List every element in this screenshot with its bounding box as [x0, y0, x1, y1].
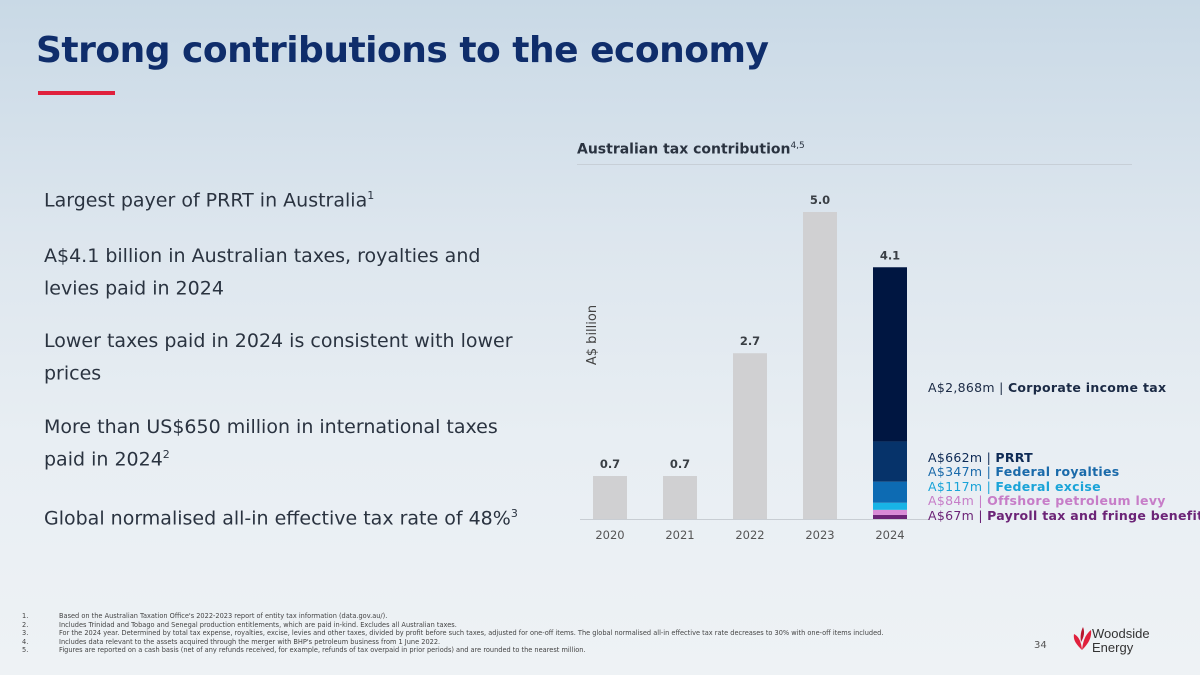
legend-item: A$117m | Federal excise [928, 479, 1101, 494]
legend-amount: A$67m | [928, 508, 988, 523]
y-axis-label: A$ billion [585, 305, 600, 365]
legend-amount: A$117m | [928, 479, 996, 494]
x-tick-label: 2022 [735, 528, 764, 542]
bar [663, 476, 697, 519]
bullet: Lower taxes paid in 2024 is consistent w… [44, 330, 513, 385]
legend-amount: A$662m | [928, 450, 996, 465]
data-label: 0.7 [670, 457, 690, 471]
bar [593, 476, 627, 519]
bar-segment [873, 267, 907, 442]
legend-item: A$67m | Payroll tax and fringe benefits … [928, 508, 1200, 523]
bar-segment [873, 481, 907, 503]
bar-segment [873, 514, 907, 519]
legend-amount: A$84m | [928, 493, 988, 508]
bullet: More than US$650 million in internationa… [44, 416, 498, 471]
legend-name: Corporate income tax [1007, 380, 1167, 395]
page-number: 34 [1034, 640, 1047, 651]
chart-title-rule [577, 164, 1132, 165]
legend-name: Payroll tax and fringe benefits tax [987, 508, 1200, 523]
bullet: Largest payer of PRRT in Australia1 [44, 189, 375, 212]
footnote: 5. Figures are reported on a cash basis (… [22, 646, 586, 655]
bar [803, 212, 837, 519]
legend-item: A$347m | Federal royalties [928, 464, 1119, 479]
legend-item: A$662m | PRRT [928, 450, 1033, 465]
x-tick-label: 2021 [665, 528, 694, 542]
bar-segment [873, 509, 907, 515]
logo-text: Woodside Energy [1092, 626, 1150, 655]
data-label: 4.1 [880, 248, 900, 262]
data-label: 5.0 [810, 193, 830, 207]
footnote: 1. Based on the Australian Taxation Offic… [22, 612, 388, 620]
bar [733, 353, 767, 519]
legend-amount: A$2,868m | [928, 380, 1008, 395]
legend-name: Federal royalties [995, 464, 1120, 479]
woodside-logo-icon [1073, 627, 1092, 650]
bar-segment [873, 502, 907, 510]
footnotes: 1. Based on the Australian Taxation Offic… [22, 612, 883, 655]
footnote: 2. Includes Trinidad and Tobago and Seneg… [22, 620, 457, 629]
legend-name: Offshore petroleum levy [987, 493, 1166, 508]
data-label: 2.7 [740, 334, 760, 348]
legend-item: A$2,868m | Corporate income tax [928, 380, 1166, 395]
bullet: Global normalised all-in effective tax r… [44, 507, 518, 530]
legend-name: PRRT [995, 450, 1033, 465]
title-underline [38, 91, 115, 95]
legend-name: Federal excise [995, 479, 1101, 494]
page-title: Strong contributions to the economy [36, 30, 769, 71]
legend-amount: A$347m | [928, 464, 996, 479]
legend-item: A$84m | Offshore petroleum levy [928, 493, 1166, 508]
bar-segment [873, 441, 907, 482]
footnote: 4. Includes data relevant to the assets a… [22, 637, 441, 646]
bullet: A$4.1 billion in Australian taxes, royal… [44, 245, 481, 300]
chart-title: Australian tax contribution4,5 [577, 141, 805, 158]
x-tick-label: 2024 [875, 528, 904, 542]
x-tick-label: 2020 [595, 528, 624, 542]
data-label: 0.7 [600, 457, 620, 471]
footnote: 3. For the 2024 year. Determined by total… [22, 629, 884, 638]
x-tick-label: 2023 [805, 528, 834, 542]
